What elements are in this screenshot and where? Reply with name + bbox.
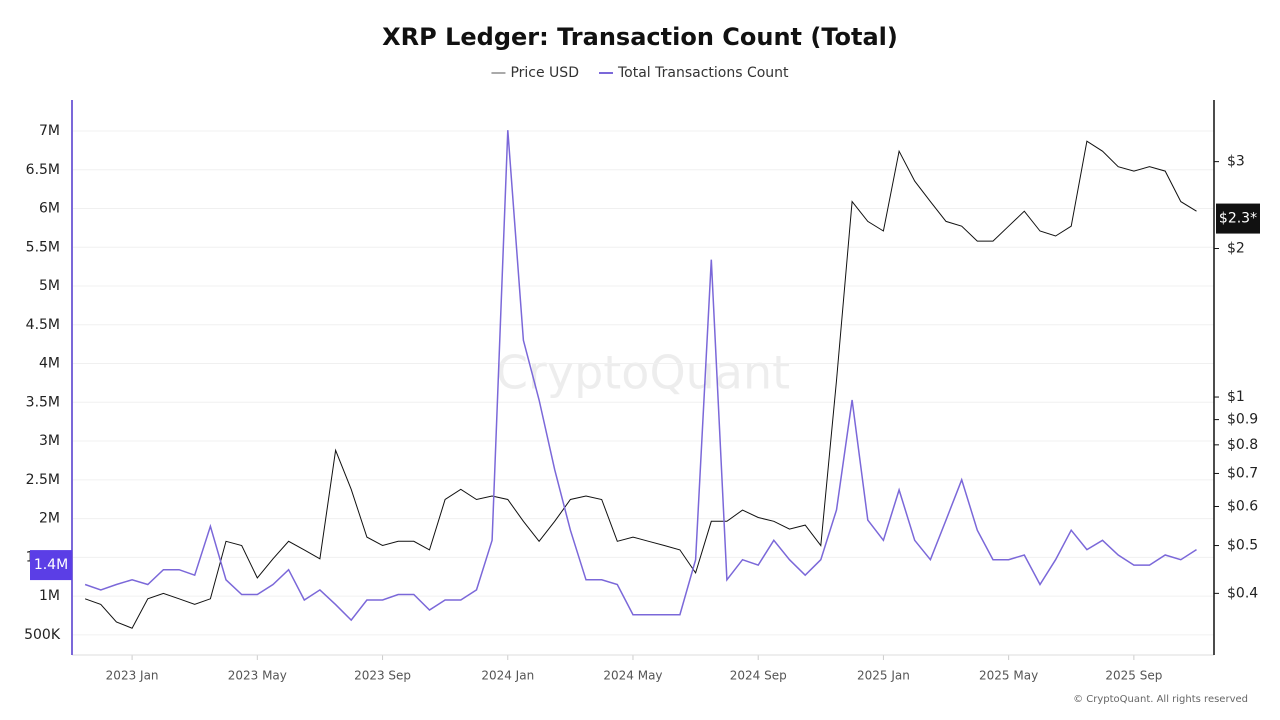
y2-tick-label: $1: [1227, 389, 1245, 405]
y-tick-label: 4.5M: [26, 317, 60, 333]
y-tick-label: 3M: [39, 433, 60, 449]
x-tick-label: 2024 Jan: [481, 669, 534, 683]
current-label: $2.3*: [1219, 211, 1257, 227]
current-tag: [30, 550, 72, 581]
y-tick-label: 500K: [24, 627, 61, 643]
y-tick-label: 4M: [39, 356, 60, 372]
y-tick-label: 6M: [39, 201, 60, 217]
y-tick-label: 5.5M: [26, 239, 60, 255]
x-tick-label: 2025 Sep: [1105, 669, 1162, 683]
x-tick-label: 2023 Jan: [106, 669, 159, 683]
y-tick-label: 2.5M: [26, 472, 60, 488]
y-tick-label: 7M: [39, 123, 60, 139]
current-tag: [1216, 203, 1260, 234]
y2-tick-label: $0.8: [1227, 437, 1258, 453]
footer: © CryptoQuant. All rights reserved: [1073, 694, 1248, 705]
legend-item: Price USD: [491, 65, 579, 81]
x-tick-label: 2025 Jan: [857, 669, 910, 683]
y2-tick-label: $0.5: [1227, 538, 1258, 554]
y2-tick-label: $2: [1227, 241, 1245, 257]
y2-tick-label: $0.9: [1227, 412, 1258, 428]
legend-label: Price USD: [510, 65, 579, 81]
x-tick-label: 2025 May: [979, 669, 1038, 683]
y2-tick-label: $0.6: [1227, 498, 1258, 514]
x-tick-label: 2023 Sep: [354, 669, 411, 683]
watermark: CryptoQuant: [496, 346, 790, 400]
x-tick-label: 2024 May: [603, 669, 662, 683]
series-line: [84, 140, 1197, 629]
y-tick-label: 6.5M: [26, 162, 60, 178]
series-line: [84, 130, 1197, 622]
y2-tick-label: $3: [1227, 154, 1245, 170]
y-tick-label: 2M: [39, 511, 60, 527]
y-tick-label: 5M: [39, 278, 60, 294]
x-tick-label: 2024 Sep: [730, 669, 787, 683]
legend-label: Total Transactions Count: [617, 65, 789, 81]
chart-title: XRP Ledger: Transaction Count (Total): [382, 23, 898, 51]
legend-item: Total Transactions Count: [598, 65, 789, 81]
y2-tick-label: $0.7: [1227, 465, 1258, 481]
legend: Price USD Total Transactions Count: [491, 65, 789, 81]
x-tick-label: 2023 May: [228, 669, 287, 683]
current-label: 1.4M: [34, 557, 68, 573]
y-tick-label: 3.5M: [26, 394, 60, 410]
y-tick-label: 1M: [39, 588, 60, 604]
y2-tick-label: $0.4: [1227, 585, 1258, 601]
